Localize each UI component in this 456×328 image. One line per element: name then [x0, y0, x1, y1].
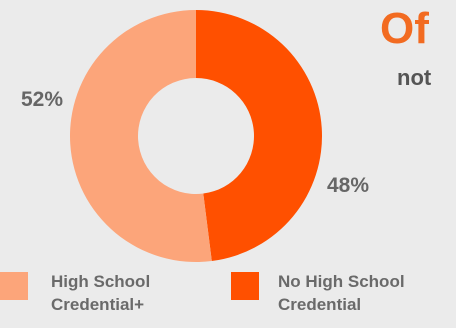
donut-slice-high-school-credential [70, 10, 212, 262]
legend-swatch-no-high-school-credential [231, 272, 259, 300]
chart-title: Of [380, 4, 429, 53]
data-label-high-school-credential: 52% [21, 88, 63, 111]
donut-slice-no-high-school-credential [196, 10, 323, 262]
legend-label-line2: Credential+ [51, 295, 145, 314]
legend-label-line1: High School [51, 272, 151, 291]
legend-label-line1: No High School [278, 272, 405, 291]
legend-label-line2: Credential [278, 295, 362, 314]
donut-slices [70, 10, 323, 262]
chart-subtitle: not [397, 65, 432, 90]
donut-chart: 52% 48% [21, 10, 369, 262]
data-label-no-high-school-credential: 48% [327, 174, 369, 197]
legend-swatch-high-school-credential [0, 272, 28, 300]
